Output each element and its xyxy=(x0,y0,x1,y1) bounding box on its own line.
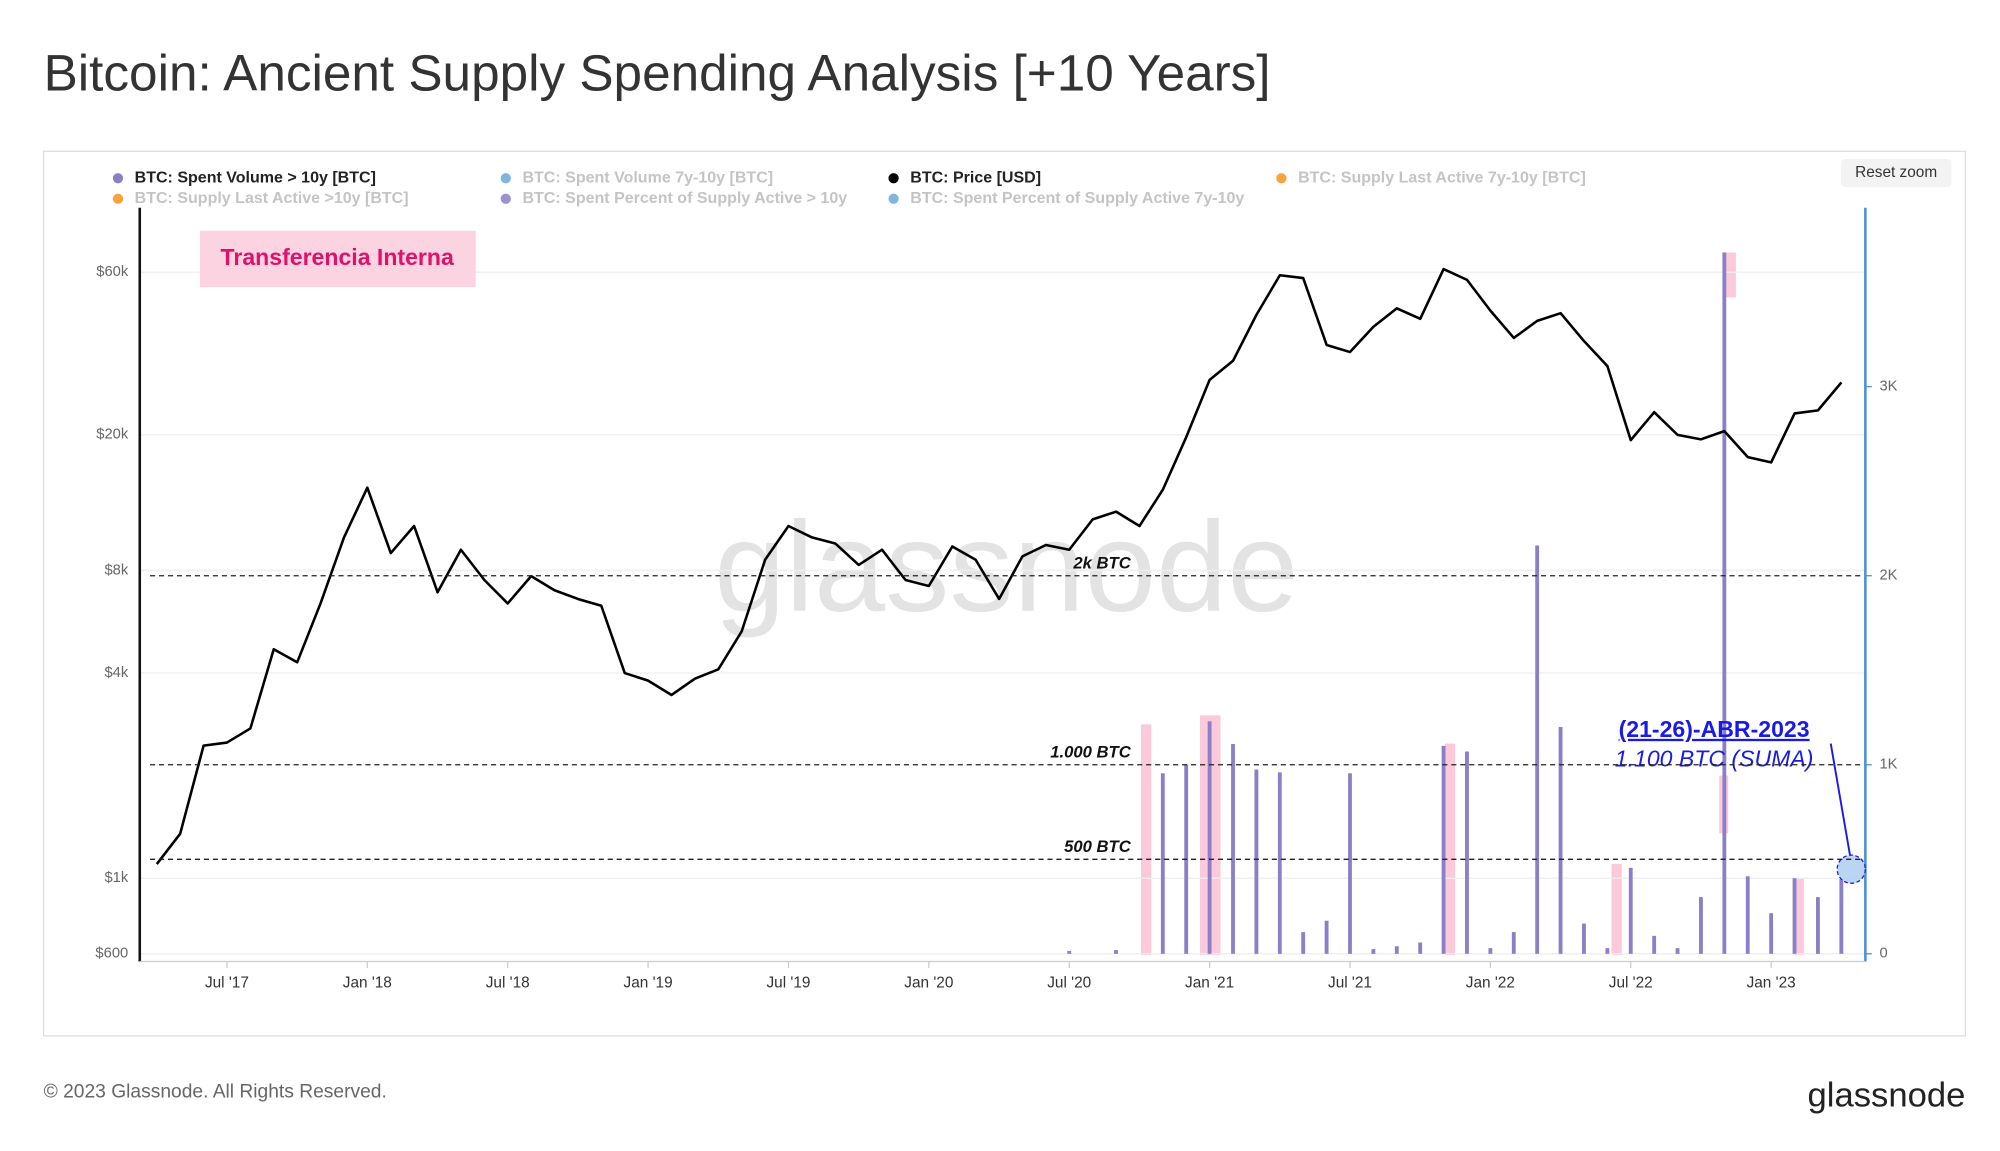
annotation-circle xyxy=(1836,854,1867,884)
x-tick-label: Jan '22 xyxy=(1466,974,1515,991)
annotation-box xyxy=(200,230,476,288)
legend-marker xyxy=(888,173,899,184)
highlight xyxy=(1444,743,1456,956)
button-bg[interactable] xyxy=(1841,158,1952,188)
legend-marker xyxy=(112,173,124,184)
x-tick-label: Jul '17 xyxy=(205,974,249,991)
reset-zoom-button[interactable]: Reset zoom xyxy=(1841,158,1952,188)
bar xyxy=(1839,879,1844,954)
legend-label[interactable]: BTC: Supply Last Active >10y [BTC] xyxy=(135,189,409,207)
legend-label[interactable]: BTC: Spent Volume > 10y [BTC] xyxy=(135,168,376,186)
reference-label: 2k BTC xyxy=(1072,554,1131,573)
x-tick-label: Jul '19 xyxy=(766,974,810,991)
bar xyxy=(1160,773,1165,954)
bar xyxy=(1394,946,1399,954)
bar xyxy=(1418,942,1423,954)
bar xyxy=(1722,252,1727,954)
bar xyxy=(1582,923,1586,954)
button-label[interactable]: Reset zoom xyxy=(1855,164,1937,181)
legend-label[interactable]: BTC: Price [USD] xyxy=(910,168,1041,186)
bar xyxy=(1652,935,1657,954)
plot xyxy=(141,252,1866,955)
highlight xyxy=(1725,252,1736,298)
legend-label[interactable]: BTC: Supply Last Active 7y-10y [BTC] xyxy=(1298,168,1586,186)
copyright: © 2023 Glassnode. All Rights Reserved. xyxy=(44,1081,387,1102)
highlight xyxy=(1611,864,1622,956)
bar xyxy=(1067,950,1072,954)
bar xyxy=(1511,932,1516,954)
y-tick-label: $20k xyxy=(96,427,129,443)
bar xyxy=(1745,876,1750,954)
highlight xyxy=(1141,724,1152,956)
legend-marker xyxy=(1276,173,1287,184)
legend-label[interactable]: BTC: Spent Percent of Supply Active > 10… xyxy=(522,189,847,207)
annotation: 1.100 BTC (SUMA) xyxy=(1615,745,1814,771)
bar xyxy=(1605,948,1610,954)
x-tick-label: Jul '21 xyxy=(1328,974,1372,991)
watermark: glassnode xyxy=(714,496,1298,639)
y-tick-label: $4k xyxy=(104,665,128,681)
x-tick-label: Jan '20 xyxy=(904,974,953,991)
bar xyxy=(1114,950,1118,954)
chart-frame xyxy=(42,150,1967,1037)
y-tick-label: $8k xyxy=(104,562,128,578)
y2-tick-label: 3K xyxy=(1879,379,1897,395)
x-tick-label: Jan '23 xyxy=(1747,974,1796,991)
x-tick-label: Jul '20 xyxy=(1047,974,1091,991)
bar xyxy=(1348,773,1352,954)
x-tick-label: Jan '21 xyxy=(1185,974,1234,991)
bar xyxy=(1816,897,1820,954)
chart-title: Bitcoin: Ancient Supply Spending Analysi… xyxy=(44,44,1271,101)
x-tick-label: Jan '18 xyxy=(343,974,392,991)
x-tick-label: Jul '18 xyxy=(486,974,530,991)
bar xyxy=(1488,948,1493,954)
legend-marker xyxy=(500,193,511,204)
y-tick-label: $60k xyxy=(96,264,129,280)
y2-tick-label: 1K xyxy=(1879,757,1897,773)
logo: glassnode xyxy=(1808,1077,1966,1115)
legend-marker xyxy=(888,193,899,204)
y2-tick-label: 0 xyxy=(1879,946,1887,962)
annotation: Transferencia Interna xyxy=(221,244,454,270)
annotation-arrow xyxy=(1829,743,1851,856)
x-tick-label: Jul '22 xyxy=(1609,974,1653,991)
legend-label[interactable]: BTC: Spent Percent of Supply Active 7y-1… xyxy=(910,189,1244,207)
bar xyxy=(1792,878,1797,954)
y-tick-label: $600 xyxy=(95,946,128,962)
bar xyxy=(1535,545,1540,954)
bar xyxy=(1699,897,1703,954)
bar xyxy=(1324,920,1329,954)
y-tick-label: $1k xyxy=(104,870,128,886)
reference-label: 1.000 BTC xyxy=(1050,743,1132,762)
bar xyxy=(1301,932,1306,954)
reference-label: 500 BTC xyxy=(1064,837,1132,856)
legend-marker xyxy=(112,193,124,204)
price-line xyxy=(155,267,1843,865)
legend-label[interactable]: BTC: Spent Volume 7y-10y [BTC] xyxy=(522,168,773,186)
bar xyxy=(1558,726,1563,954)
legend-marker xyxy=(500,173,511,184)
bar xyxy=(1769,913,1774,954)
annotation: (21-26)-ABR-2023 xyxy=(1619,716,1810,742)
bar xyxy=(1277,772,1282,954)
bar xyxy=(1231,743,1235,954)
bar xyxy=(1465,751,1469,954)
bar xyxy=(1207,721,1212,954)
x-tick-label: Jan '19 xyxy=(624,974,673,991)
bar xyxy=(1675,948,1680,954)
bar xyxy=(1441,745,1446,954)
bar xyxy=(1254,769,1259,954)
bar xyxy=(1371,949,1376,954)
y2-tick-label: 2K xyxy=(1879,568,1897,584)
bar xyxy=(1628,867,1633,954)
highlight xyxy=(1794,878,1804,956)
